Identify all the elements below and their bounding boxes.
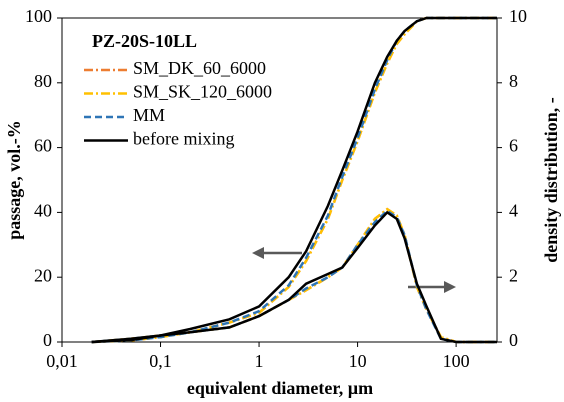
y2-tick-label: 4 [509, 201, 518, 221]
annotation: PZ-20S-10LL [92, 31, 197, 51]
y2-tick-label: 10 [509, 6, 527, 26]
x-tick-label: 0,1 [149, 351, 172, 371]
y-tick-label: 60 [34, 136, 52, 156]
y2-axis-label: density distribution, - [541, 97, 561, 263]
legend-label: SM_SK_120_6000 [133, 82, 272, 102]
y-tick-label: 40 [34, 201, 52, 221]
y2-tick-label: 2 [509, 265, 518, 285]
y2-tick-label: 8 [509, 71, 518, 91]
y-tick-label: 100 [25, 6, 52, 26]
y-axis-label: passage, vol.-% [4, 120, 24, 240]
x-tick-label: 100 [443, 351, 470, 371]
x-axis-label: equivalent diameter, µm [187, 378, 373, 398]
x-tick-label: 1 [255, 351, 264, 371]
y2-tick-label: 0 [509, 330, 518, 350]
x-tick-label: 10 [349, 351, 367, 371]
arrows [252, 247, 456, 293]
legend-label: SM_DK_60_6000 [133, 58, 266, 78]
plot-frame [61, 17, 498, 343]
y-tick-label: 80 [34, 71, 52, 91]
density-line [91, 210, 497, 344]
legend-label: MM [133, 105, 165, 125]
y-tick-label: 0 [43, 330, 52, 350]
x-tick-label: 0,01 [46, 351, 78, 371]
y2-tick-label: 6 [509, 136, 518, 156]
y-tick-label: 20 [34, 265, 52, 285]
legend-label: before mixing [133, 129, 234, 149]
passage-line [91, 16, 497, 344]
